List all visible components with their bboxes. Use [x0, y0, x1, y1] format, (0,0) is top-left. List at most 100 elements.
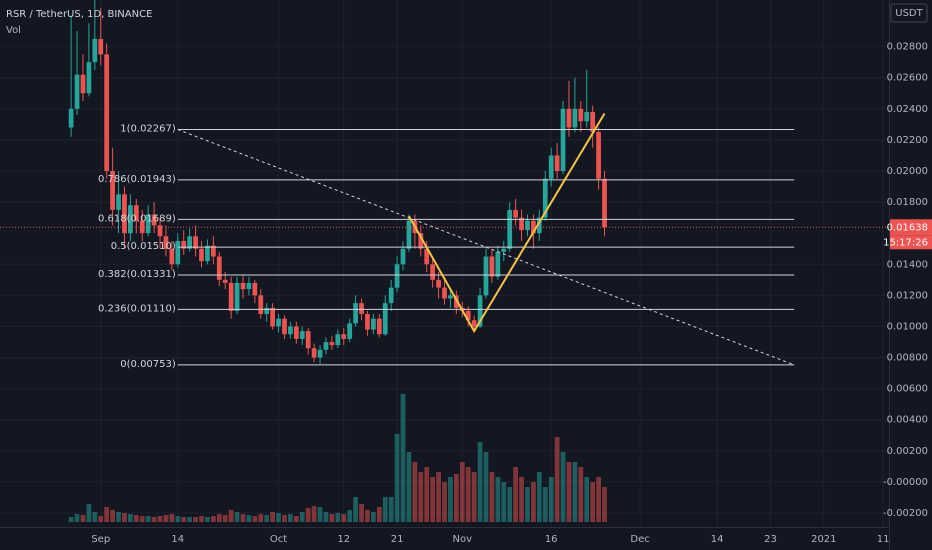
volume-bar [584, 477, 590, 522]
candle-body [193, 236, 198, 249]
volume-bar [151, 517, 157, 522]
candle-body [92, 38, 98, 63]
y-tick-label: 0.01000 [887, 321, 928, 332]
chart-title: RSR / TetherUS, 1D, BINANCE [6, 9, 152, 20]
candle-body [110, 171, 115, 210]
volume-bar [542, 487, 548, 522]
candle-body [442, 287, 447, 299]
candle-body [240, 282, 246, 290]
candle-body [584, 111, 590, 122]
volume-bar [412, 462, 418, 522]
volume-bar [258, 514, 264, 522]
fib-label: 0(0.00753) [120, 359, 176, 370]
candle-body [288, 326, 293, 335]
candle-body [122, 194, 127, 234]
volume-bar [536, 472, 542, 522]
candle-body [341, 334, 347, 339]
volume-bar [430, 477, 436, 522]
countdown-badge [890, 235, 932, 250]
candle-body [323, 342, 329, 350]
pattern-line [408, 112, 606, 334]
candle-body [359, 303, 364, 315]
volume-bar [128, 514, 133, 522]
volume-bar [246, 515, 252, 522]
candle-body [483, 256, 489, 296]
candle-body [542, 178, 548, 218]
candle-body [311, 348, 317, 358]
volume-bar [305, 508, 311, 522]
volume-bar [276, 513, 281, 522]
candle-body [471, 320, 477, 327]
candle-body [169, 248, 175, 265]
candle-body [548, 155, 554, 179]
candle-body [335, 334, 341, 346]
candle-body [252, 282, 258, 296]
volume-bar [175, 516, 181, 522]
volume-bar [323, 512, 329, 522]
candle-body [329, 342, 335, 346]
x-tick-label: 12 [337, 534, 350, 545]
y-tick-label: -0.00200 [883, 508, 928, 519]
volume-bar [282, 515, 287, 522]
volume-bar [181, 517, 187, 522]
volume-bar [163, 515, 169, 522]
volume-bar [382, 497, 388, 522]
candle-body [139, 220, 145, 234]
fib-label: 0.5(0.01510) [111, 241, 176, 252]
candle-body [175, 240, 181, 265]
candle-body [282, 318, 287, 335]
currency-badge[interactable] [890, 3, 928, 23]
y-tick-label: 0.01400 [887, 259, 928, 270]
y-tick-label: -0.00000 [883, 477, 928, 488]
y-tick-label: 0.02000 [887, 166, 928, 177]
candle-body [489, 256, 495, 277]
y-tick-label: 0.00800 [887, 353, 928, 364]
y-tick-label: 0.00400 [887, 415, 928, 426]
volume-bar [388, 497, 394, 522]
candle-body [406, 220, 412, 249]
candle-body [104, 54, 110, 172]
candle-body [430, 264, 436, 280]
candle-body [566, 108, 572, 128]
candle-body [400, 248, 406, 265]
candle-body [222, 279, 228, 283]
volume-bar [341, 514, 347, 522]
candle-body [270, 307, 275, 327]
volume-bar [80, 515, 86, 522]
y-tick-label: 0.02800 [887, 42, 928, 53]
candle-body [216, 256, 222, 280]
volume-bar [548, 477, 554, 522]
candle-body [394, 264, 400, 288]
volume-bar [68, 517, 74, 522]
volume-bar [459, 462, 465, 522]
volume-bar [448, 477, 453, 522]
candle-body [98, 38, 104, 55]
candle-body [596, 132, 601, 179]
currency[interactable]: USDT [895, 8, 923, 19]
x-tick-label: Oct [270, 534, 287, 545]
candle-body [205, 245, 210, 262]
y-tick-label: 0.01200 [887, 290, 928, 301]
candle-body [365, 314, 370, 330]
volume-bar [139, 516, 145, 522]
y-tick-label: 0.01800 [887, 197, 928, 208]
candle-body [436, 279, 441, 288]
volume-bar [495, 477, 501, 522]
volume-bar [288, 514, 293, 522]
candle-body [554, 155, 560, 172]
volume-bar [519, 477, 524, 522]
volume-bar [513, 467, 518, 522]
candle-body [531, 220, 536, 234]
candle-body [477, 295, 483, 327]
volume-bar [560, 452, 566, 522]
volume-bar [578, 467, 584, 522]
volume-bar [205, 517, 210, 522]
y-tick-label: 0.02400 [887, 104, 928, 115]
candle-body [305, 331, 311, 349]
candle-body [157, 225, 163, 237]
candle-body [507, 209, 513, 249]
volume-bar [471, 472, 477, 522]
volume-bar [365, 510, 370, 522]
last-price: 0.01638 [887, 222, 928, 233]
volume-bar [311, 506, 317, 522]
